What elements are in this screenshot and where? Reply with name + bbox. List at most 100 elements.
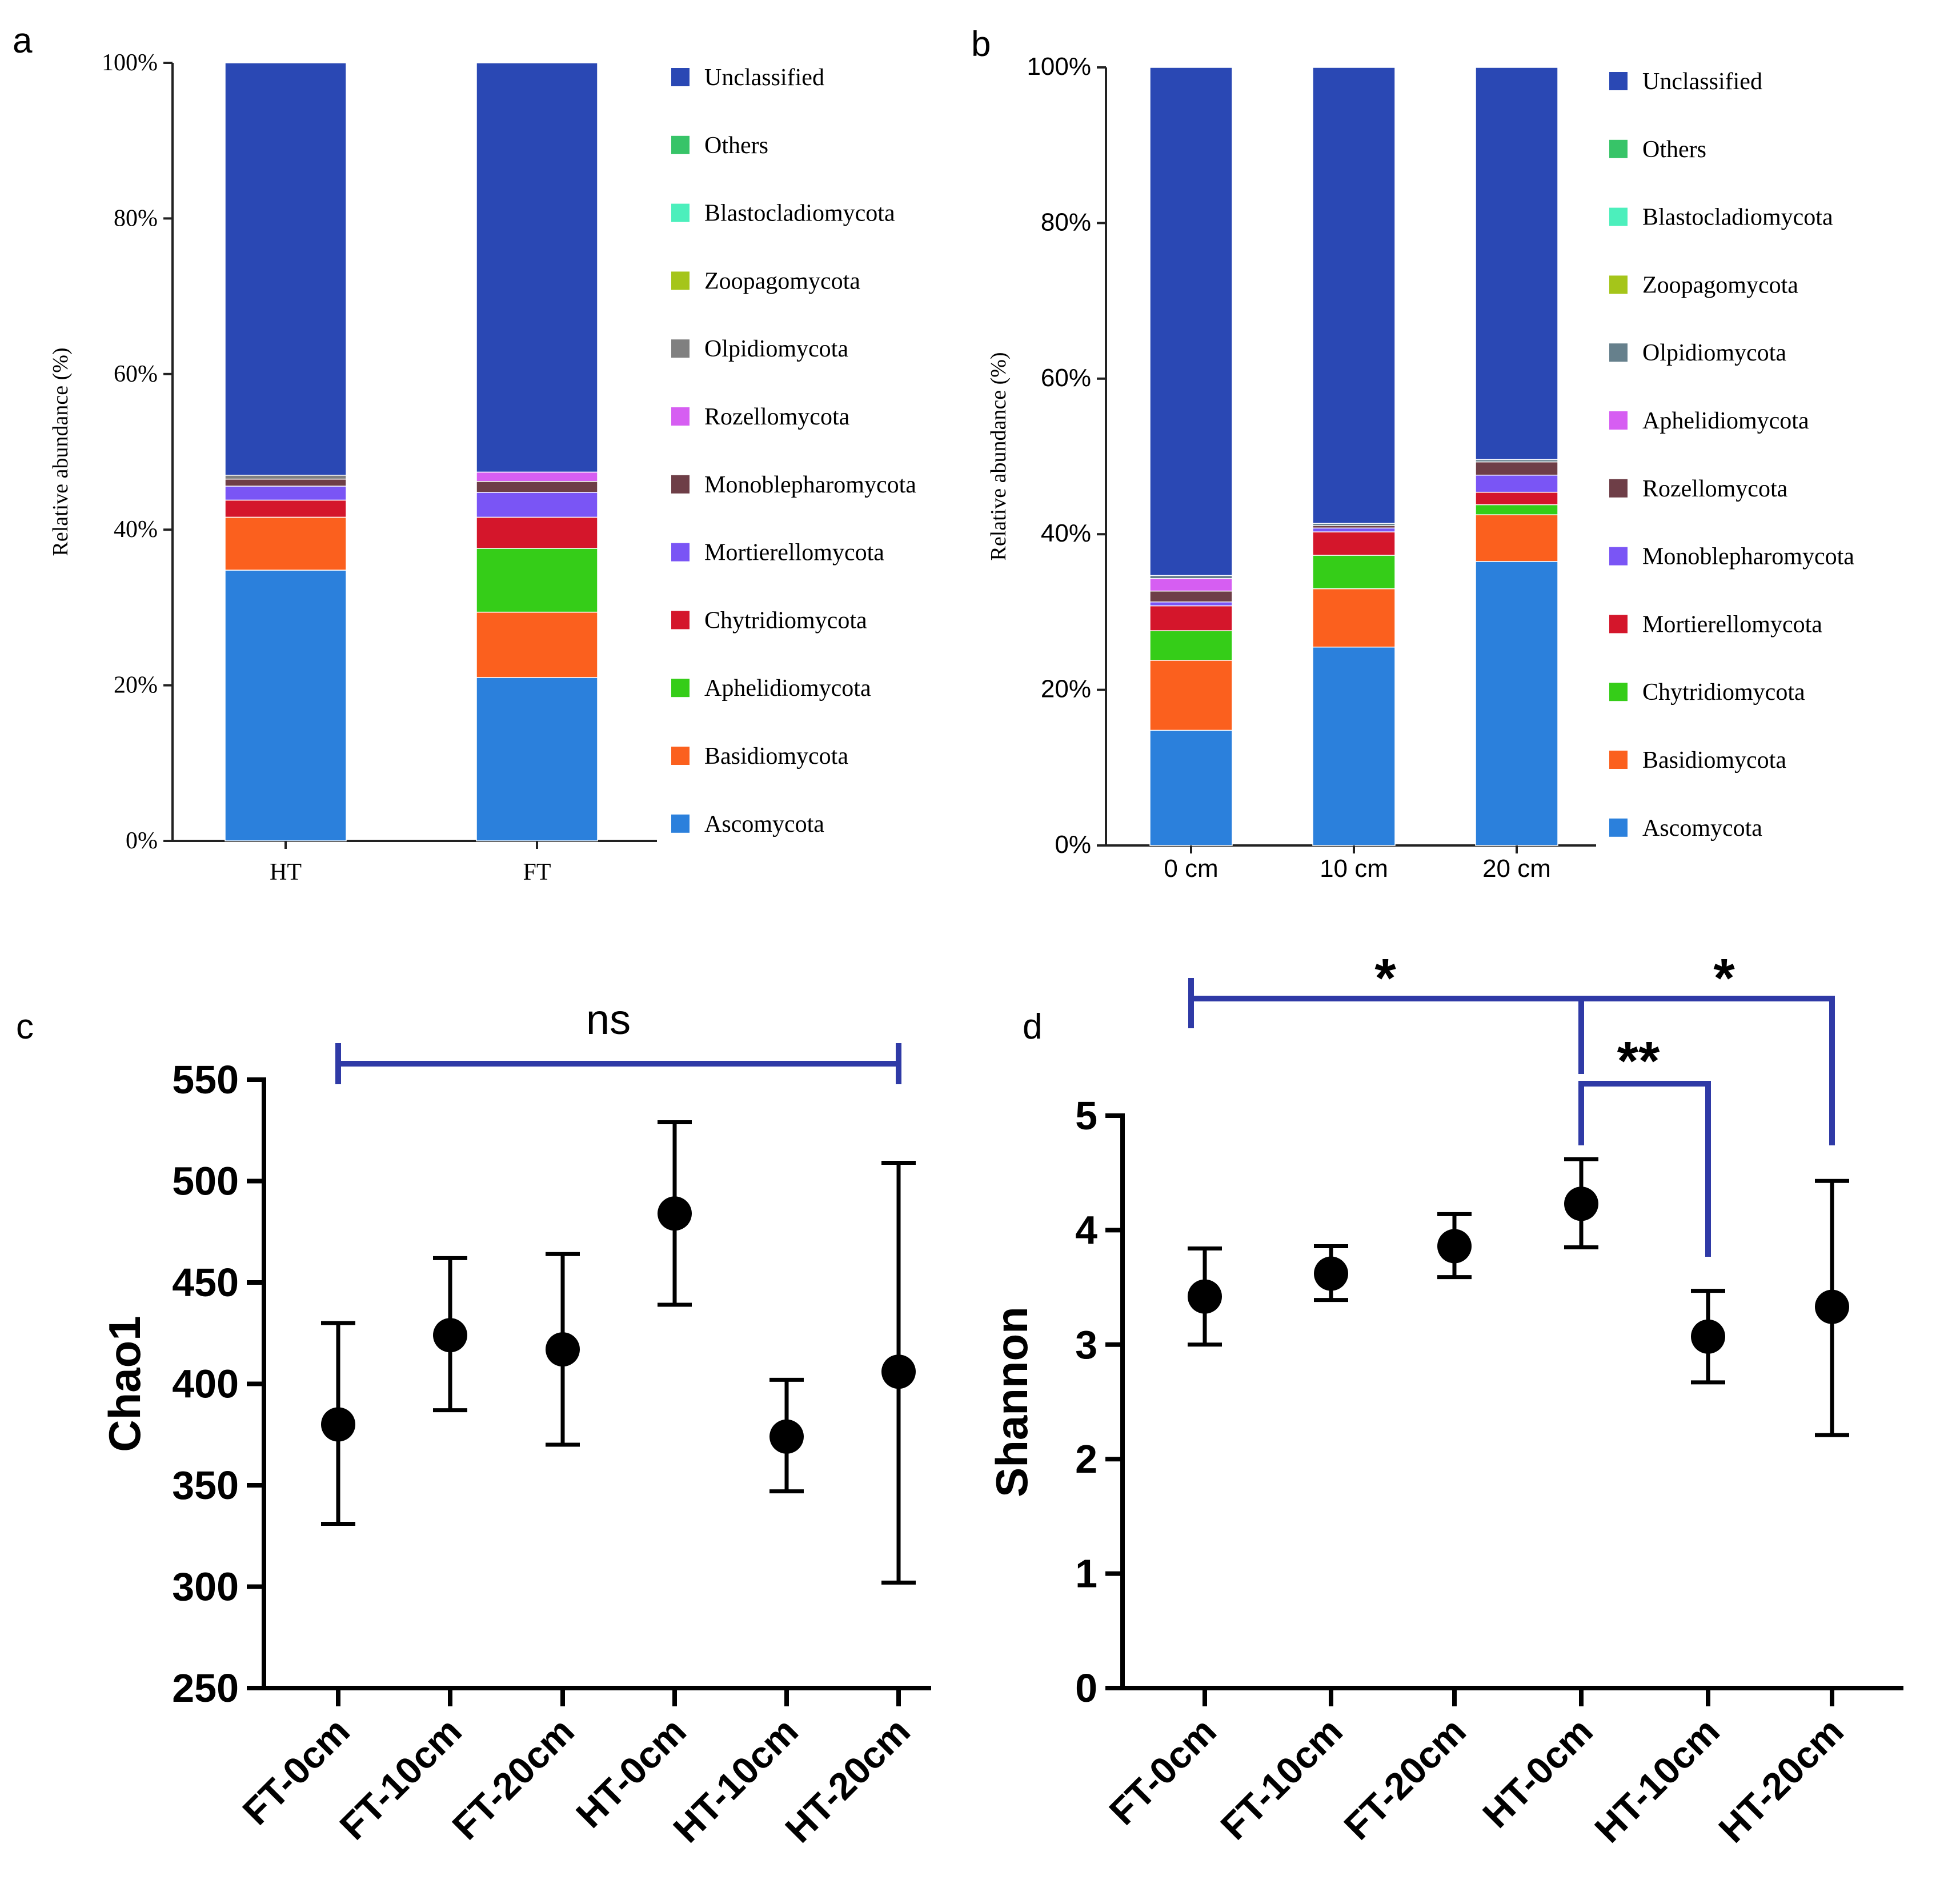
panel-c-chao1-chart: 250300350400450500550Chao1FT-0cmFT-10cmF… xyxy=(99,996,931,1850)
bar-segment xyxy=(1312,646,1396,846)
legend-label: Ascomycota xyxy=(704,811,824,837)
legend-swatch xyxy=(1609,411,1628,430)
bar-segment xyxy=(1149,578,1233,592)
data-point xyxy=(1437,1229,1472,1264)
legend-swatch xyxy=(1609,547,1628,566)
legend-label: Ascomycota xyxy=(1642,815,1762,841)
bar-segment xyxy=(1149,601,1233,607)
bar-segment xyxy=(476,677,598,841)
bar-segment xyxy=(225,570,347,841)
legend-label: Unclassified xyxy=(704,65,824,91)
data-point xyxy=(1564,1187,1598,1221)
y-tick-label: 80% xyxy=(1041,208,1091,236)
legend-swatch xyxy=(1609,818,1628,837)
bar-segment xyxy=(225,499,347,518)
data-point xyxy=(1815,1289,1849,1324)
data-point xyxy=(1314,1256,1348,1291)
x-tick-label: HT-20cm xyxy=(777,1710,918,1851)
x-tick-label: FT xyxy=(523,859,551,885)
panel-letter-a: a xyxy=(13,21,33,61)
legend-swatch xyxy=(1609,683,1628,702)
legend-label: Mortierellomycota xyxy=(704,540,884,566)
data-point xyxy=(881,1354,916,1389)
y-tick-label: 60% xyxy=(114,361,158,387)
legend-label: Mortierellomycota xyxy=(1642,611,1822,638)
legend-swatch xyxy=(671,814,690,833)
y-tick-label: 500 xyxy=(172,1159,239,1204)
legend-label: Rozellomycota xyxy=(1642,476,1788,502)
data-point xyxy=(321,1407,355,1442)
legend-swatch xyxy=(671,407,690,426)
y-tick-label: 20% xyxy=(114,672,158,699)
y-tick-label: 100% xyxy=(1027,53,1091,81)
legend-label: Olpidiomycota xyxy=(704,336,848,362)
legend-label: Chytridiomycota xyxy=(704,607,867,634)
y-tick-label: 0 xyxy=(1075,1666,1097,1710)
bar-segment xyxy=(225,475,347,480)
panel-letter-c: c xyxy=(16,1007,34,1047)
significance-label: ** xyxy=(1617,1031,1660,1092)
legend-label: Zoopagomycota xyxy=(704,268,860,294)
bar-segment xyxy=(1475,491,1558,506)
x-tick-label: HT-10cm xyxy=(665,1710,806,1851)
legend-label: Aphelidiomycota xyxy=(704,675,871,702)
bar-segment xyxy=(476,492,598,518)
x-tick-label: FT-0cm xyxy=(1101,1710,1224,1833)
x-tick-label: HT-20cm xyxy=(1710,1710,1851,1851)
bar-segment xyxy=(225,478,347,487)
bar-segment xyxy=(1149,605,1233,631)
bar-segment xyxy=(1475,561,1558,846)
y-tick-label: 0% xyxy=(126,828,158,854)
bar-segment xyxy=(476,481,598,493)
y-tick-label: 3 xyxy=(1075,1322,1097,1367)
legend-swatch xyxy=(671,747,690,765)
x-tick-label: 10 cm xyxy=(1320,855,1388,883)
y-tick-label: 80% xyxy=(114,205,158,231)
significance-bracket xyxy=(335,1043,901,1084)
y-axis-label: Relative abundance (%) xyxy=(49,347,73,556)
y-axis-label: Chao1 xyxy=(99,1316,150,1452)
legend-swatch xyxy=(1609,275,1628,294)
legend-label: Monoblepharomycota xyxy=(1642,544,1854,570)
legend-swatch xyxy=(1609,615,1628,634)
data-point xyxy=(658,1196,692,1231)
legend-label: Chytridiomycota xyxy=(1642,679,1805,706)
legend-swatch xyxy=(671,679,690,698)
bar-segment xyxy=(1312,555,1396,590)
x-tick-label: HT-0cm xyxy=(1474,1710,1601,1836)
legend-swatch xyxy=(1609,207,1628,226)
legend-label: Blastocladiomycota xyxy=(1642,205,1833,231)
y-axis-label: Shannon xyxy=(987,1306,1037,1497)
legend-label: Aphelidiomycota xyxy=(1642,408,1809,434)
legend-label: Basidiomycota xyxy=(704,743,848,769)
significance-label: * xyxy=(1713,948,1735,1009)
x-tick-label: HT-10cm xyxy=(1586,1710,1727,1851)
data-point xyxy=(769,1419,804,1454)
y-tick-label: 450 xyxy=(172,1260,239,1305)
bar-segment xyxy=(1149,67,1233,576)
y-tick-label: 100% xyxy=(102,50,158,76)
bar-segment xyxy=(1475,504,1558,515)
bar-segment xyxy=(225,516,347,571)
y-tick-label: 300 xyxy=(172,1565,239,1609)
y-tick-label: 0% xyxy=(1055,831,1091,859)
legend-swatch xyxy=(1609,479,1628,498)
bar-segment xyxy=(476,516,598,549)
y-tick-label: 250 xyxy=(172,1666,239,1710)
legend-swatch xyxy=(1609,751,1628,769)
legend-label: Others xyxy=(1642,137,1706,163)
bar-segment xyxy=(476,548,598,613)
y-tick-label: 2 xyxy=(1075,1437,1097,1481)
significance-bracket xyxy=(1578,1081,1711,1257)
legend-swatch xyxy=(671,68,690,86)
data-point xyxy=(1188,1279,1222,1314)
x-tick-label: FT-20cm xyxy=(1336,1710,1474,1848)
significance-bracket xyxy=(1581,996,1835,1145)
x-tick-label: FT-20cm xyxy=(444,1710,582,1848)
y-tick-label: 5 xyxy=(1075,1093,1097,1138)
x-tick-label: HT xyxy=(270,859,302,885)
legend-label: Zoopagomycota xyxy=(1642,272,1798,298)
bar-segment xyxy=(1475,67,1558,460)
